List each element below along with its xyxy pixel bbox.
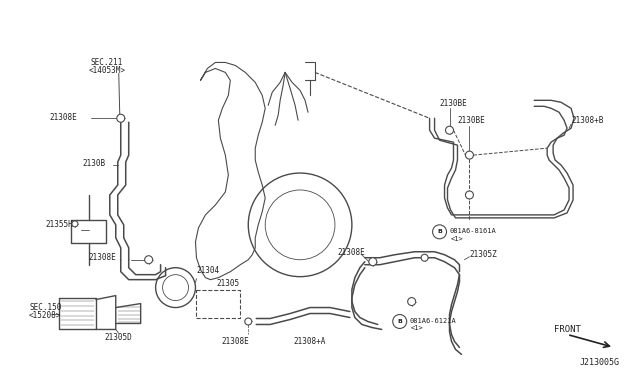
Text: <1>: <1> xyxy=(451,236,463,242)
Text: FRONT: FRONT xyxy=(554,325,581,334)
Text: 2130BE: 2130BE xyxy=(458,116,485,125)
Text: 21308E: 21308E xyxy=(221,337,249,346)
Circle shape xyxy=(393,314,406,328)
Circle shape xyxy=(116,114,125,122)
Circle shape xyxy=(145,256,152,264)
Circle shape xyxy=(445,126,454,134)
Text: 2130B: 2130B xyxy=(83,158,106,167)
Text: SEC.211: SEC.211 xyxy=(91,58,123,67)
Text: 21308+A: 21308+A xyxy=(294,337,326,346)
Text: B: B xyxy=(437,229,442,234)
Text: <1>: <1> xyxy=(411,326,424,331)
Text: 21304: 21304 xyxy=(196,266,220,275)
Text: B: B xyxy=(397,319,402,324)
Text: 21308+B: 21308+B xyxy=(571,116,604,125)
Text: J213005G: J213005G xyxy=(579,358,619,367)
Text: 21308E: 21308E xyxy=(89,253,116,262)
Text: 081A6-6121A: 081A6-6121A xyxy=(410,318,456,324)
Text: <15208>: <15208> xyxy=(29,311,61,320)
Circle shape xyxy=(408,298,415,305)
Text: 21305: 21305 xyxy=(216,279,239,288)
Text: <14053M>: <14053M> xyxy=(88,67,125,76)
Text: SEC.150: SEC.150 xyxy=(29,302,61,312)
Circle shape xyxy=(72,221,78,227)
Circle shape xyxy=(369,258,377,266)
Circle shape xyxy=(244,318,252,325)
Text: 21305D: 21305D xyxy=(105,333,132,343)
Circle shape xyxy=(465,191,474,199)
Text: 21308E: 21308E xyxy=(338,248,365,257)
Circle shape xyxy=(433,225,447,239)
Circle shape xyxy=(421,254,428,261)
Circle shape xyxy=(465,151,474,159)
Text: 21355H: 21355H xyxy=(45,220,73,230)
Text: 21305Z: 21305Z xyxy=(469,250,497,259)
Text: 081A6-8161A: 081A6-8161A xyxy=(449,228,496,234)
Text: 2130BE: 2130BE xyxy=(440,99,467,108)
Text: 21308E: 21308E xyxy=(49,113,77,122)
